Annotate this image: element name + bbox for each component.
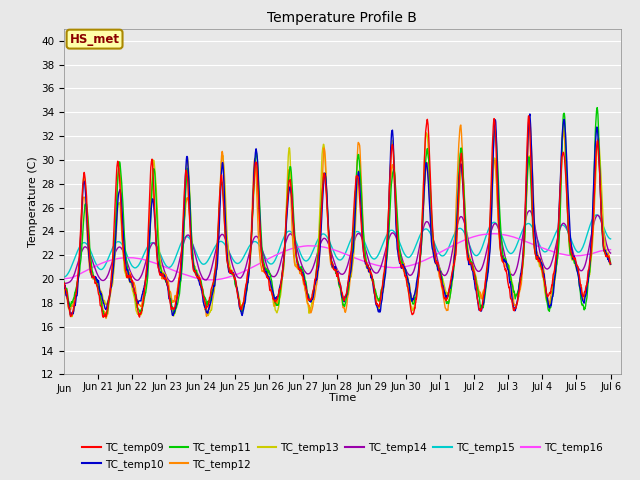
TC_temp15 [158, 254, 166, 260]
TC_temp13 [60, 282, 68, 288]
Line: TC_temp16: TC_temp16 [64, 234, 611, 280]
TC_temp09 [70, 302, 78, 308]
TC_temp10 [70, 303, 78, 309]
TC_temp16 [607, 247, 614, 252]
TC_temp13 [340, 298, 348, 303]
TC_temp11 [572, 262, 580, 267]
TC_temp16 [60, 276, 68, 282]
TC_temp09 [99, 314, 107, 320]
TC_temp09 [308, 295, 316, 300]
TC_temp12 [526, 122, 534, 128]
TC_temp13 [559, 121, 567, 127]
TC_temp12 [158, 276, 166, 282]
TC_temp11 [340, 302, 348, 308]
TC_temp16 [340, 251, 348, 256]
TC_temp09 [572, 259, 580, 264]
TC_temp16 [437, 249, 445, 255]
TC_temp12 [70, 296, 78, 301]
TC_temp11 [437, 272, 445, 278]
TC_temp14 [158, 259, 166, 265]
Title: Temperature Profile B: Temperature Profile B [268, 11, 417, 25]
X-axis label: Time: Time [329, 394, 356, 403]
TC_temp14 [60, 281, 68, 287]
TC_temp13 [572, 265, 580, 271]
TC_temp10 [437, 274, 445, 280]
TC_temp13 [71, 304, 79, 310]
Line: TC_temp13: TC_temp13 [64, 124, 611, 317]
TC_temp15 [70, 256, 78, 262]
TC_temp12 [340, 304, 348, 310]
TC_temp11 [102, 314, 109, 320]
TC_temp12 [437, 280, 445, 286]
TC_temp16 [308, 243, 316, 249]
TC_temp16 [158, 263, 166, 269]
TC_temp15 [437, 252, 445, 258]
TC_temp11 [70, 293, 78, 299]
TC_temp10 [169, 312, 177, 318]
TC_temp14 [340, 271, 348, 276]
TC_temp09 [60, 280, 68, 286]
TC_temp12 [572, 263, 580, 268]
TC_temp16 [209, 277, 216, 283]
TC_temp13 [607, 262, 614, 267]
TC_temp10 [340, 299, 348, 304]
TC_temp11 [308, 298, 316, 304]
TC_temp15 [307, 252, 315, 258]
TC_temp15 [593, 212, 601, 218]
TC_temp10 [60, 286, 68, 291]
TC_temp11 [607, 261, 614, 267]
TC_temp09 [158, 272, 166, 278]
TC_temp10 [526, 111, 534, 117]
TC_temp12 [102, 315, 110, 321]
TC_temp16 [572, 253, 580, 259]
Text: Jun: Jun [56, 384, 72, 394]
TC_temp15 [60, 274, 68, 280]
TC_temp14 [70, 272, 78, 277]
Y-axis label: Temperature (C): Temperature (C) [28, 156, 38, 247]
TC_temp13 [308, 302, 316, 308]
TC_temp13 [158, 268, 166, 274]
TC_temp11 [60, 279, 68, 285]
TC_temp12 [308, 309, 316, 314]
TC_temp14 [525, 208, 533, 214]
TC_temp09 [437, 277, 445, 283]
TC_temp15 [340, 254, 348, 260]
TC_temp09 [607, 261, 614, 267]
Line: TC_temp12: TC_temp12 [64, 125, 611, 318]
TC_temp14 [607, 250, 614, 256]
TC_temp16 [490, 231, 497, 237]
TC_temp15 [572, 246, 579, 252]
Text: HS_met: HS_met [70, 33, 120, 46]
TC_temp14 [572, 259, 580, 264]
TC_temp13 [68, 314, 76, 320]
TC_temp13 [437, 272, 445, 278]
Line: TC_temp11: TC_temp11 [64, 108, 611, 317]
TC_temp10 [607, 262, 614, 267]
TC_temp12 [60, 284, 68, 290]
TC_temp12 [607, 260, 614, 266]
TC_temp15 [607, 236, 614, 242]
Line: TC_temp09: TC_temp09 [64, 116, 611, 317]
Line: TC_temp10: TC_temp10 [64, 114, 611, 315]
Line: TC_temp15: TC_temp15 [64, 215, 611, 277]
TC_temp11 [158, 272, 166, 278]
TC_temp09 [525, 113, 532, 119]
Legend: TC_temp09, TC_temp10, TC_temp11, TC_temp12, TC_temp13, TC_temp14, TC_temp15, TC_: TC_temp09, TC_temp10, TC_temp11, TC_temp… [77, 438, 607, 474]
TC_temp10 [158, 272, 166, 277]
TC_temp10 [308, 297, 316, 303]
TC_temp10 [572, 263, 580, 268]
Line: TC_temp14: TC_temp14 [64, 211, 611, 284]
TC_temp16 [70, 274, 78, 279]
TC_temp09 [340, 298, 348, 303]
TC_temp14 [307, 269, 315, 275]
TC_temp11 [593, 105, 601, 110]
TC_temp14 [437, 268, 445, 274]
